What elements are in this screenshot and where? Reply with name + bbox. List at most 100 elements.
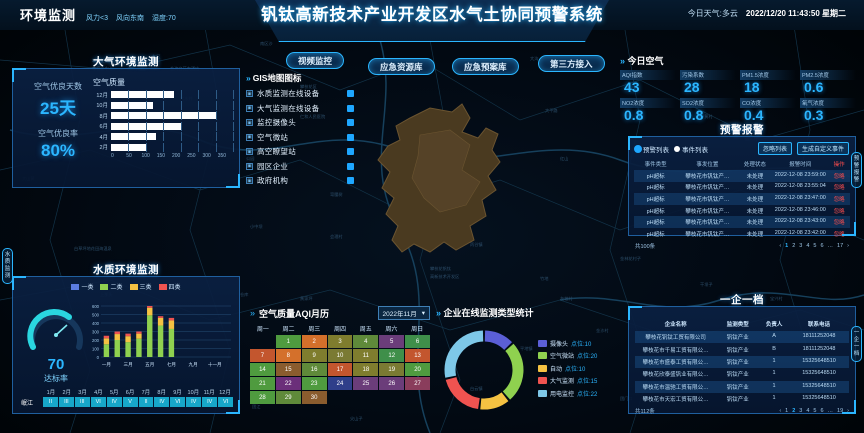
page-number[interactable]: 3 xyxy=(799,408,803,415)
page-number[interactable]: 19 xyxy=(837,408,844,415)
calendar-day[interactable]: 16 xyxy=(301,363,327,376)
gis-item-air-station[interactable]: ▣ 空气微站 xyxy=(246,132,354,143)
calendar-day[interactable]: 9 xyxy=(301,349,327,362)
checkbox-checked-icon[interactable] xyxy=(347,119,354,126)
checkbox-checked-icon[interactable] xyxy=(347,90,354,97)
nav-button-emergency-resources[interactable]: 应急资源库 xyxy=(368,58,435,75)
calendar-day[interactable]: 29 xyxy=(275,391,301,404)
firm-pager[interactable]: 共112条 ‹ 1 2 3 4 5 6… 19 › xyxy=(629,405,855,417)
gis-item-lookout-station[interactable]: ▣ 高空瞭望站 xyxy=(246,146,354,157)
nav-button-emergency-plans[interactable]: 应急预案库 xyxy=(452,58,519,75)
alarm-page-list[interactable]: ‹ 1 2 3 4 5 6… 17 › xyxy=(779,243,849,249)
page-number[interactable]: 5 xyxy=(813,408,817,415)
firm-page-list[interactable]: ‹ 1 2 3 4 5 6… 19 › xyxy=(779,408,849,414)
calendar-day[interactable]: 28 xyxy=(250,391,275,404)
page-number[interactable]: 1 xyxy=(785,242,789,249)
calendar-day[interactable]: 27 xyxy=(405,377,430,390)
ignore-list-button[interactable]: 忽略列表 xyxy=(757,142,792,155)
calendar-day[interactable]: 18 xyxy=(353,363,379,376)
next-page-icon[interactable]: › xyxy=(847,408,849,415)
create-event-button[interactable]: 生成自定义事件 xyxy=(796,142,849,155)
table-row[interactable]: pH超标 攀枝花市钒钛产… 未处理 2022-12-08 23:42:00 忽略 xyxy=(634,228,850,240)
calendar-day[interactable]: 3 xyxy=(327,335,353,348)
alarm-ignore-link[interactable]: 忽略 xyxy=(833,208,845,215)
side-tab-enterprise[interactable]: 一 企 一 档 xyxy=(851,326,862,362)
calendar-day[interactable]: 25 xyxy=(353,377,379,390)
calendar-day[interactable]: 11 xyxy=(353,349,379,362)
table-row[interactable]: 攀枝花市盛泰工贸有限公… 钒钛产业 1 15325648510 xyxy=(635,355,849,369)
calendar-day[interactable]: 21 xyxy=(250,377,275,390)
page-number[interactable]: 6 xyxy=(820,242,824,249)
prev-page-icon[interactable]: ‹ xyxy=(779,242,782,249)
page-number[interactable]: 2 xyxy=(792,408,796,415)
table-row[interactable]: pH超标 攀枝花市钒钛产… 未处理 2022-12-08 23:59:00 忽略 xyxy=(634,170,850,182)
calendar-day[interactable]: 20 xyxy=(405,363,430,376)
nav-button-video-monitor[interactable]: 视频监控 xyxy=(286,52,345,69)
alarm-ignore-link[interactable]: 忽略 xyxy=(833,231,845,238)
next-page-icon[interactable]: › xyxy=(847,242,849,249)
page-number[interactable]: … xyxy=(827,242,834,249)
side-tab-water-quality[interactable]: 水 质 监 测 xyxy=(2,248,13,284)
checkbox-checked-icon[interactable] xyxy=(347,177,354,184)
nav-button-third-party[interactable]: 第三方接入 xyxy=(538,55,605,72)
side-tab-alarm[interactable]: 预 警 报 警 xyxy=(851,152,862,188)
month-select[interactable]: 2022年11月 ▾ xyxy=(377,306,430,320)
calendar-day[interactable]: 22 xyxy=(275,377,301,390)
gis-item-camera[interactable]: ▣ 监控摄像头 xyxy=(246,117,354,128)
table-row[interactable]: pH超标 攀枝花市钒钛产… 未处理 2022-12-08 23:55:04 忽略 xyxy=(634,182,850,194)
calendar-day[interactable]: 23 xyxy=(301,377,327,390)
calendar-day[interactable]: 19 xyxy=(379,363,405,376)
calendar-day[interactable]: 17 xyxy=(327,363,353,376)
gis-item-water-device[interactable]: ▣ 水质监测在线设备 xyxy=(246,88,354,99)
alarm-ignore-link[interactable]: 忽略 xyxy=(833,220,845,227)
page-number[interactable]: 1 xyxy=(785,408,789,415)
gis-layer-menu[interactable]: » GIS地图图标 ▣ 水质监测在线设备 ▣ 大气监测在线设备 ▣ 监控摄像头 ▣… xyxy=(246,72,354,190)
calendar-day[interactable]: 8 xyxy=(275,349,301,362)
alarm-ignore-link[interactable]: 忽略 xyxy=(833,173,845,180)
page-number[interactable]: … xyxy=(827,408,834,415)
gis-item-government[interactable]: ▣ 政府机构 xyxy=(246,175,354,186)
calendar-day[interactable]: 5 xyxy=(379,335,405,348)
calendar-day[interactable]: 30 xyxy=(301,391,327,404)
table-row[interactable]: 攀枝花市天宏工贸有限公… 钒钛产业 1 15325648510 xyxy=(635,393,849,405)
calendar-day[interactable]: 2 xyxy=(301,335,327,348)
table-row[interactable]: 攀枝花市千易工贸有限公… 钒钛产业 B 18111252048 xyxy=(635,343,849,355)
gis-item-park-enterprise[interactable]: ▣ 园区企业 xyxy=(246,161,354,172)
checkbox-checked-icon[interactable] xyxy=(347,162,354,170)
prev-page-icon[interactable]: ‹ xyxy=(779,408,782,415)
calendar-day[interactable]: 6 xyxy=(405,335,430,348)
gis-item-air-device[interactable]: ▣ 大气监测在线设备 xyxy=(246,103,354,114)
calendar-day[interactable]: 13 xyxy=(405,349,430,362)
calendar-day[interactable]: 14 xyxy=(250,363,275,376)
checkbox-checked-icon[interactable] xyxy=(347,133,354,141)
table-row[interactable]: 攀枝花市温驰工贸有限公… 钒钛产业 1 15325648510 xyxy=(635,380,849,393)
calendar-day[interactable]: 26 xyxy=(379,377,405,390)
calendar-day[interactable]: 24 xyxy=(327,377,353,390)
calendar-day[interactable]: 12 xyxy=(379,349,405,362)
page-number[interactable]: 4 xyxy=(806,242,810,249)
calendar-day[interactable]: 10 xyxy=(327,349,353,362)
calendar-day[interactable]: 4 xyxy=(353,335,379,348)
page-number[interactable]: 6 xyxy=(820,408,824,415)
checkbox-checked-icon[interactable] xyxy=(347,148,354,155)
page-number[interactable]: 4 xyxy=(806,408,810,415)
calendar-day[interactable]: 15 xyxy=(275,363,301,376)
table-row[interactable]: pH超标 攀枝花市钒钛产… 未处理 2022-12-08 23:43:00 忽略 xyxy=(634,216,850,228)
page-number[interactable]: 2 xyxy=(792,242,796,249)
alarm-pager[interactable]: 共100条 ‹ 1 2 3 4 5 6… 17 › xyxy=(629,240,855,252)
table-row[interactable]: 攀枝花欣泰盛钒业有限公… 钒钛产业 1 15325648510 xyxy=(635,368,849,380)
radio-warning-list[interactable]: 预警列表 xyxy=(635,144,669,154)
page-number[interactable]: 3 xyxy=(799,242,803,249)
table-row[interactable]: pH超标 攀枝花市钒钛产… 未处理 2022-12-08 23:47:00 忽略 xyxy=(634,193,850,205)
table-row[interactable]: pH超标 攀枝花市钒钛产… 未处理 2022-12-08 23:46:00 忽略 xyxy=(634,205,850,217)
radio-event-list[interactable]: 事件列表 xyxy=(674,144,708,154)
checkbox-checked-icon[interactable] xyxy=(347,104,354,112)
page-number[interactable]: 5 xyxy=(813,242,817,249)
table-row[interactable]: 攀枝花钒钛工贸有限公司 钒钛产业 A 18111252048 xyxy=(635,331,849,344)
alarm-ignore-link[interactable]: 忽略 xyxy=(833,196,845,203)
calendar-day-grid[interactable]: 1 2 3 4 5 6 7 8 9 10 11 12 13 14 15 16 17 18 19 20 21 22 23 24 2… xyxy=(250,335,430,404)
alarm-ignore-link[interactable]: 忽略 xyxy=(833,185,845,192)
calendar-day[interactable]: 7 xyxy=(250,349,275,362)
page-number[interactable]: 17 xyxy=(837,242,844,249)
calendar-day[interactable]: 1 xyxy=(275,335,301,348)
